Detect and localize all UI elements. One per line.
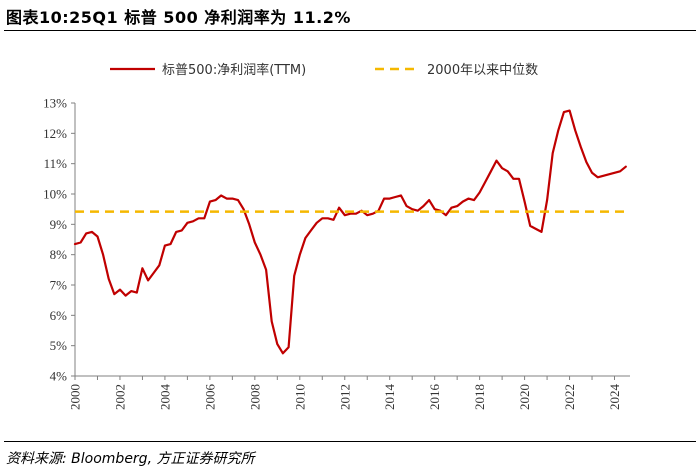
chart-axes: [71, 102, 630, 380]
x-tick-label: 2022: [562, 384, 577, 410]
y-tick-label: 11%: [44, 156, 68, 171]
chart-series: [73, 109, 628, 355]
source-note: 资料来源: Bloomberg, 方正证券研究所: [6, 451, 255, 467]
x-tick-label: 2000: [68, 384, 83, 410]
y-tick-label: 4%: [50, 369, 68, 384]
x-tick-label: 2004: [157, 384, 172, 411]
y-tick-label: 5%: [50, 338, 68, 353]
legend-label-net-margin: 标普500:净利润率(TTM): [162, 62, 306, 78]
source-divider: [4, 441, 696, 442]
y-tick-label: 8%: [50, 247, 68, 262]
x-tick-label: 2012: [337, 384, 352, 410]
chart-legend: 标普500:净利润率(TTM) 2000年以来中位数: [110, 62, 538, 78]
y-tick-label: 6%: [50, 308, 68, 323]
x-tick-label: 2002: [112, 384, 127, 410]
net-margin-series-line: [73, 109, 627, 355]
chart-canvas: 标普500:净利润率(TTM) 2000年以来中位数 4% 5% 6% 7% 8% 9% 10…: [43, 62, 630, 411]
chart-tick-labels: 4% 5% 6% 7% 8% 9% 10% 11% 12% 13% 2000 2002 2004 2006…: [43, 96, 622, 411]
x-tick-label: 2006: [202, 384, 217, 411]
y-tick-label: 12%: [43, 126, 67, 141]
x-tick-label: 2024: [607, 384, 622, 411]
y-tick-label: 9%: [50, 217, 68, 232]
x-tick-label: 2020: [517, 384, 532, 410]
x-tick-label: 2008: [247, 384, 262, 410]
chart-title: 图表10:25Q1 标普 500 净利润率为 11.2%: [6, 8, 351, 27]
y-tick-label: 13%: [43, 96, 67, 111]
x-tick-label: 2014: [382, 384, 397, 411]
title-divider: [4, 30, 696, 31]
legend-label-median: 2000年以来中位数: [427, 63, 538, 78]
y-tick-label: 10%: [43, 187, 67, 202]
y-tick-label: 7%: [50, 278, 68, 293]
x-tick-label: 2016: [427, 384, 442, 411]
x-tick-label: 2010: [292, 384, 307, 410]
x-tick-label: 2018: [472, 384, 487, 410]
